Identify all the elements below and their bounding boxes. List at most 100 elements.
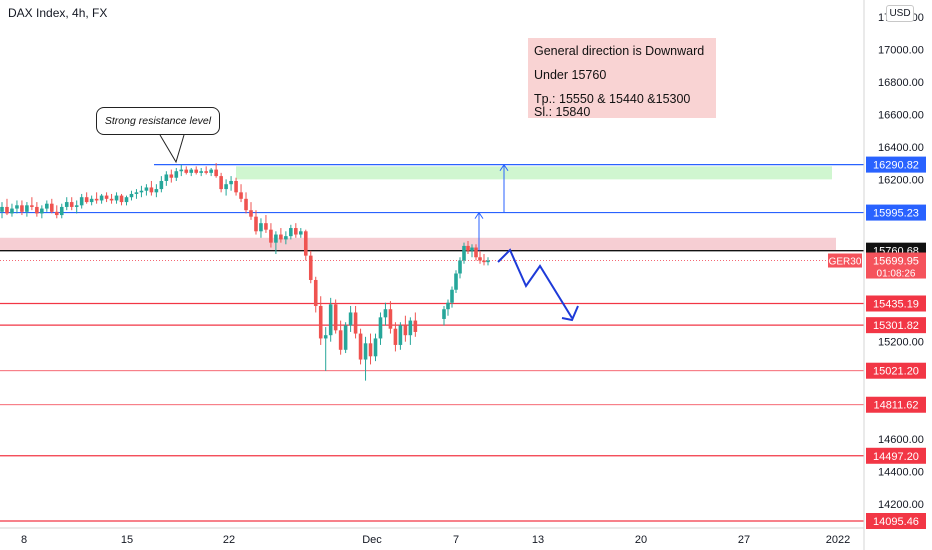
- candle-body: [59, 206, 64, 216]
- note-line-tp: Tp.: 15550 & 15440 &15300: [534, 92, 691, 106]
- candle-body: [124, 197, 129, 203]
- pivot-zone: [0, 237, 836, 250]
- candlesticks: [0, 163, 490, 381]
- red-level-tag-bg: [866, 317, 926, 334]
- note-line-under: Under 15760: [534, 68, 607, 82]
- candle-body: [119, 195, 124, 203]
- candle-body: [486, 260, 490, 263]
- candle-body: [244, 198, 248, 211]
- candle-body: [204, 171, 208, 173]
- x-tick-label: 2022: [826, 534, 850, 546]
- x-tick-label: 15: [121, 534, 133, 546]
- candle-body: [10, 208, 14, 214]
- candle-body: [54, 211, 59, 216]
- candle-body: [259, 223, 263, 232]
- x-tick-label: 13: [532, 534, 544, 546]
- candle-body: [79, 197, 84, 206]
- candle-body: [358, 333, 363, 360]
- up-arrow-1-head: [474, 211, 484, 219]
- candle-body: [45, 203, 49, 209]
- candle-body: [466, 245, 470, 251]
- red-level-tag: 15301.82: [873, 320, 919, 332]
- candle-body: [84, 197, 89, 203]
- up-arrow-2-head: [499, 163, 509, 172]
- x-tick-label: 20: [635, 534, 647, 546]
- candle-body: [373, 338, 378, 357]
- candle-body: [154, 189, 159, 193]
- candle-body: [99, 195, 104, 201]
- candle-body: [229, 180, 233, 185]
- candle-body: [219, 176, 223, 190]
- resistance-zone: [236, 166, 832, 180]
- y-tick-label: 14400.00: [878, 467, 924, 479]
- candle-body: [20, 205, 24, 212]
- candle-body: [184, 169, 189, 173]
- y-tick-label: 16600.00: [878, 109, 924, 121]
- candle-body: [149, 187, 154, 193]
- candle-body: [40, 208, 44, 214]
- candle-body: [348, 312, 353, 326]
- candle-body: [338, 330, 343, 350]
- y-tick-label: 16800.00: [878, 77, 924, 89]
- candle-body: [284, 236, 288, 240]
- candle-body: [74, 205, 79, 207]
- price-tags: 16290.8215995.2315760.6815435.1915301.82…: [828, 156, 926, 529]
- red-level-tag-bg: [866, 295, 926, 312]
- projection-arrows: [159, 134, 579, 322]
- candle-body: [35, 206, 39, 214]
- candle-body: [368, 343, 373, 357]
- candle-body: [209, 169, 213, 173]
- candle-body: [474, 247, 478, 258]
- candle-body: [50, 203, 54, 212]
- red-level-tag: 15021.20: [873, 366, 919, 378]
- candle-body: [289, 228, 293, 237]
- current-price-tag-bg: [866, 252, 926, 279]
- candle-body: [393, 328, 398, 345]
- red-level-tag-bg: [866, 447, 926, 464]
- candle-body: [446, 302, 450, 310]
- candle-body: [333, 304, 338, 331]
- candle-body: [323, 335, 328, 339]
- candle-body: [458, 260, 462, 274]
- candle-body: [139, 190, 144, 193]
- candle-body: [89, 198, 94, 203]
- candle-body: [470, 247, 474, 251]
- candle-body: [408, 320, 413, 336]
- current-price-tag: 15699.95: [873, 256, 919, 268]
- red-level-tag-bg: [866, 362, 926, 379]
- currency-button[interactable]: USD: [886, 5, 914, 22]
- candle-body: [164, 174, 169, 181]
- candle-body: [388, 309, 393, 329]
- blue-level-tag-bg: [866, 204, 926, 221]
- candle-body: [114, 195, 119, 201]
- candle-body: [249, 210, 253, 217]
- x-axis: 8 15 22 Dec 7 13 20 27 2022: [0, 527, 864, 546]
- candle-body: [0, 206, 4, 212]
- y-axis: 17200.0017000.0016800.0016600.0016400.00…: [863, 0, 924, 550]
- candle-body: [64, 202, 69, 207]
- candle-body: [194, 169, 199, 173]
- projection-path: [497, 248, 573, 319]
- candle-body: [30, 205, 34, 207]
- candle-body: [398, 325, 403, 345]
- candle-body: [254, 216, 258, 232]
- candle-body: [353, 312, 358, 334]
- red-level-tag-bg: [866, 513, 926, 529]
- x-tick-label: 7: [453, 534, 459, 546]
- candle-body: [313, 279, 318, 306]
- x-tick-label: 8: [21, 534, 27, 546]
- candle-body: [174, 171, 179, 178]
- candle-body: [378, 317, 383, 339]
- candle-body: [442, 309, 446, 319]
- candle-body: [383, 309, 388, 318]
- candle-body: [303, 231, 308, 256]
- chart-title: DAX Index, 4h, FX: [8, 6, 108, 20]
- blue-level-tag: 16290.82: [873, 160, 919, 172]
- candle-body: [169, 174, 174, 178]
- candle-body: [299, 231, 303, 235]
- price-zones: [0, 166, 836, 250]
- horizontal-levels: [0, 163, 864, 522]
- blue-level-tag: 15995.23: [873, 208, 919, 220]
- symbol-tag-bg: [828, 253, 862, 268]
